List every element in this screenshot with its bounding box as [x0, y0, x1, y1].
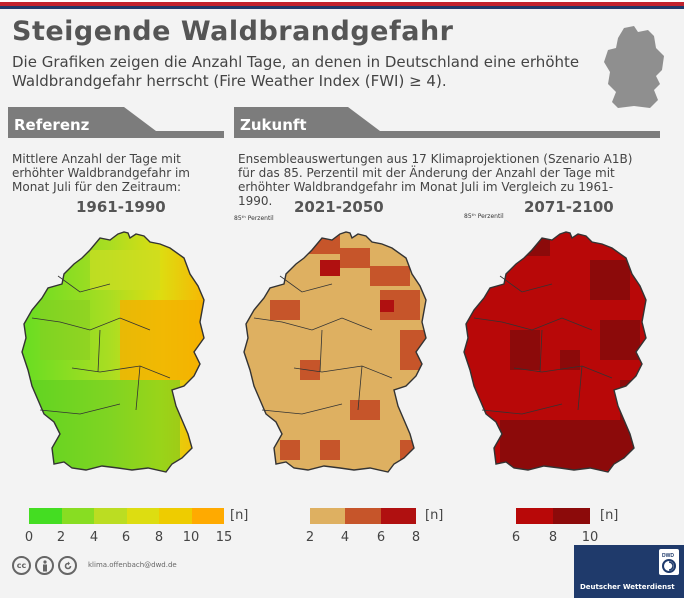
legend-tick: 4	[89, 530, 99, 545]
cc-icon[interactable]: cc	[12, 556, 31, 575]
legend-tick: 2	[56, 530, 66, 545]
legend-tick: 15	[215, 530, 233, 545]
germany-silhouette-icon	[604, 26, 664, 108]
legend-unit-2: [n]	[425, 508, 444, 523]
legend-swatch	[516, 508, 553, 524]
legend-swatch	[29, 508, 62, 524]
svg-text:DWD: DWD	[662, 553, 674, 559]
legend-swatch	[191, 508, 224, 524]
referenz-description: Mittlere Anzahl der Tage mit erhöhter Wa…	[12, 152, 190, 194]
legend-unit-3: [n]	[600, 508, 619, 523]
legend-swatch	[553, 508, 590, 524]
contact-email[interactable]: klima.offenbach@dwd.de	[88, 561, 177, 569]
legend-tick: 6	[376, 530, 386, 545]
legend-swatch	[126, 508, 159, 524]
legend-swatch	[345, 508, 381, 524]
section-label-zukunft: Zukunft	[240, 116, 307, 134]
legend-bar-1	[29, 508, 224, 524]
legend-swatch	[380, 508, 416, 524]
section-band-referenz: Referenz	[8, 107, 224, 140]
legend-tick: 6	[121, 530, 131, 545]
legend-swatch	[94, 508, 127, 524]
legend-tick: 2	[305, 530, 315, 545]
map-period-3: 2071-2100	[524, 198, 614, 216]
license-icons: cc	[12, 556, 77, 575]
legend-swatch	[310, 508, 346, 524]
attribution-icon[interactable]	[35, 556, 54, 575]
map-period-1: 1961-1990	[76, 198, 166, 216]
legend-tick: 10	[182, 530, 200, 545]
legend-swatch	[61, 508, 94, 524]
legend-tick: 0	[24, 530, 34, 545]
zukunft-description: Ensembleauswertungen aus 17 Klimaprojekt…	[238, 152, 633, 208]
legend-tick: 8	[548, 530, 558, 545]
legend-tick: 6	[511, 530, 521, 545]
map-1961-1990	[21, 231, 205, 473]
share-alike-icon[interactable]	[58, 556, 77, 575]
legend-bar-2	[310, 508, 416, 524]
legend-tick: 10	[581, 530, 599, 545]
legend-tick: 4	[340, 530, 350, 545]
map-2021-2050	[243, 231, 427, 473]
top-stripe	[0, 0, 684, 10]
legend-swatch	[159, 508, 192, 524]
dwd-name: Deutscher Wetterdienst	[580, 583, 675, 591]
page-title: Steigende Waldbrandgefahr	[12, 16, 454, 47]
section-band-zukunft: Zukunft	[234, 107, 660, 140]
percentile-note-2: 85ᵗʰ Perzentil	[234, 215, 274, 222]
legend-unit-1: [n]	[230, 508, 249, 523]
legend-tick: 8	[411, 530, 421, 545]
map-period-2: 2021-2050	[294, 198, 384, 216]
dwd-logo-box[interactable]: DWD Deutscher Wetterdienst	[574, 545, 684, 598]
section-label-referenz: Referenz	[14, 116, 90, 134]
percentile-note-3: 85ᵗʰ Perzentil	[464, 213, 504, 220]
dwd-logo-icon: DWD	[659, 549, 679, 575]
page-subtitle: Die Grafiken zeigen die Anzahl Tage, an …	[12, 53, 580, 90]
map-2071-2100	[463, 231, 647, 473]
legend-tick: 8	[154, 530, 164, 545]
legend-bar-3	[516, 508, 590, 524]
